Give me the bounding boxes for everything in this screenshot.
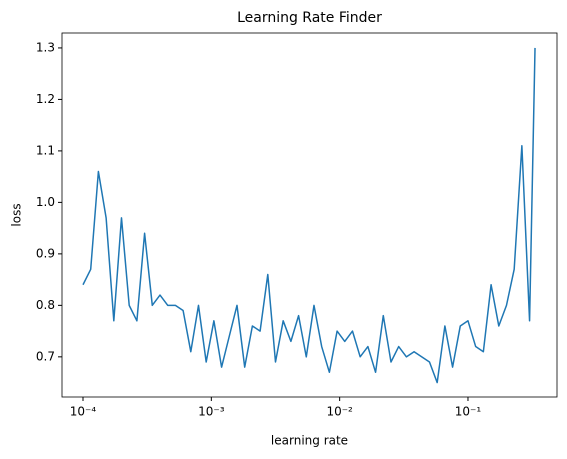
axes-frame bbox=[61, 32, 558, 398]
y-tick-label: 0.8 bbox=[36, 298, 55, 312]
y-tick-label: 1.2 bbox=[36, 92, 55, 106]
x-tick-label: 10⁻⁴ bbox=[70, 405, 97, 419]
y-tick-label: 0.7 bbox=[36, 349, 55, 363]
chart-title: Learning Rate Finder bbox=[237, 10, 382, 26]
y-tick-label: 1.1 bbox=[36, 143, 55, 157]
y-tick-label: 0.9 bbox=[36, 246, 55, 260]
x-tick-label: 10⁻¹ bbox=[455, 405, 482, 419]
x-tick-label: 10⁻² bbox=[326, 405, 353, 419]
y-tick-label: 1.3 bbox=[36, 40, 55, 54]
y-axis-label: loss bbox=[10, 203, 24, 226]
x-axis-label: learning rate bbox=[271, 434, 348, 448]
loss-line bbox=[82, 47, 536, 384]
x-tick-label: 10⁻³ bbox=[198, 405, 225, 419]
y-tick-label: 1.0 bbox=[36, 195, 55, 209]
